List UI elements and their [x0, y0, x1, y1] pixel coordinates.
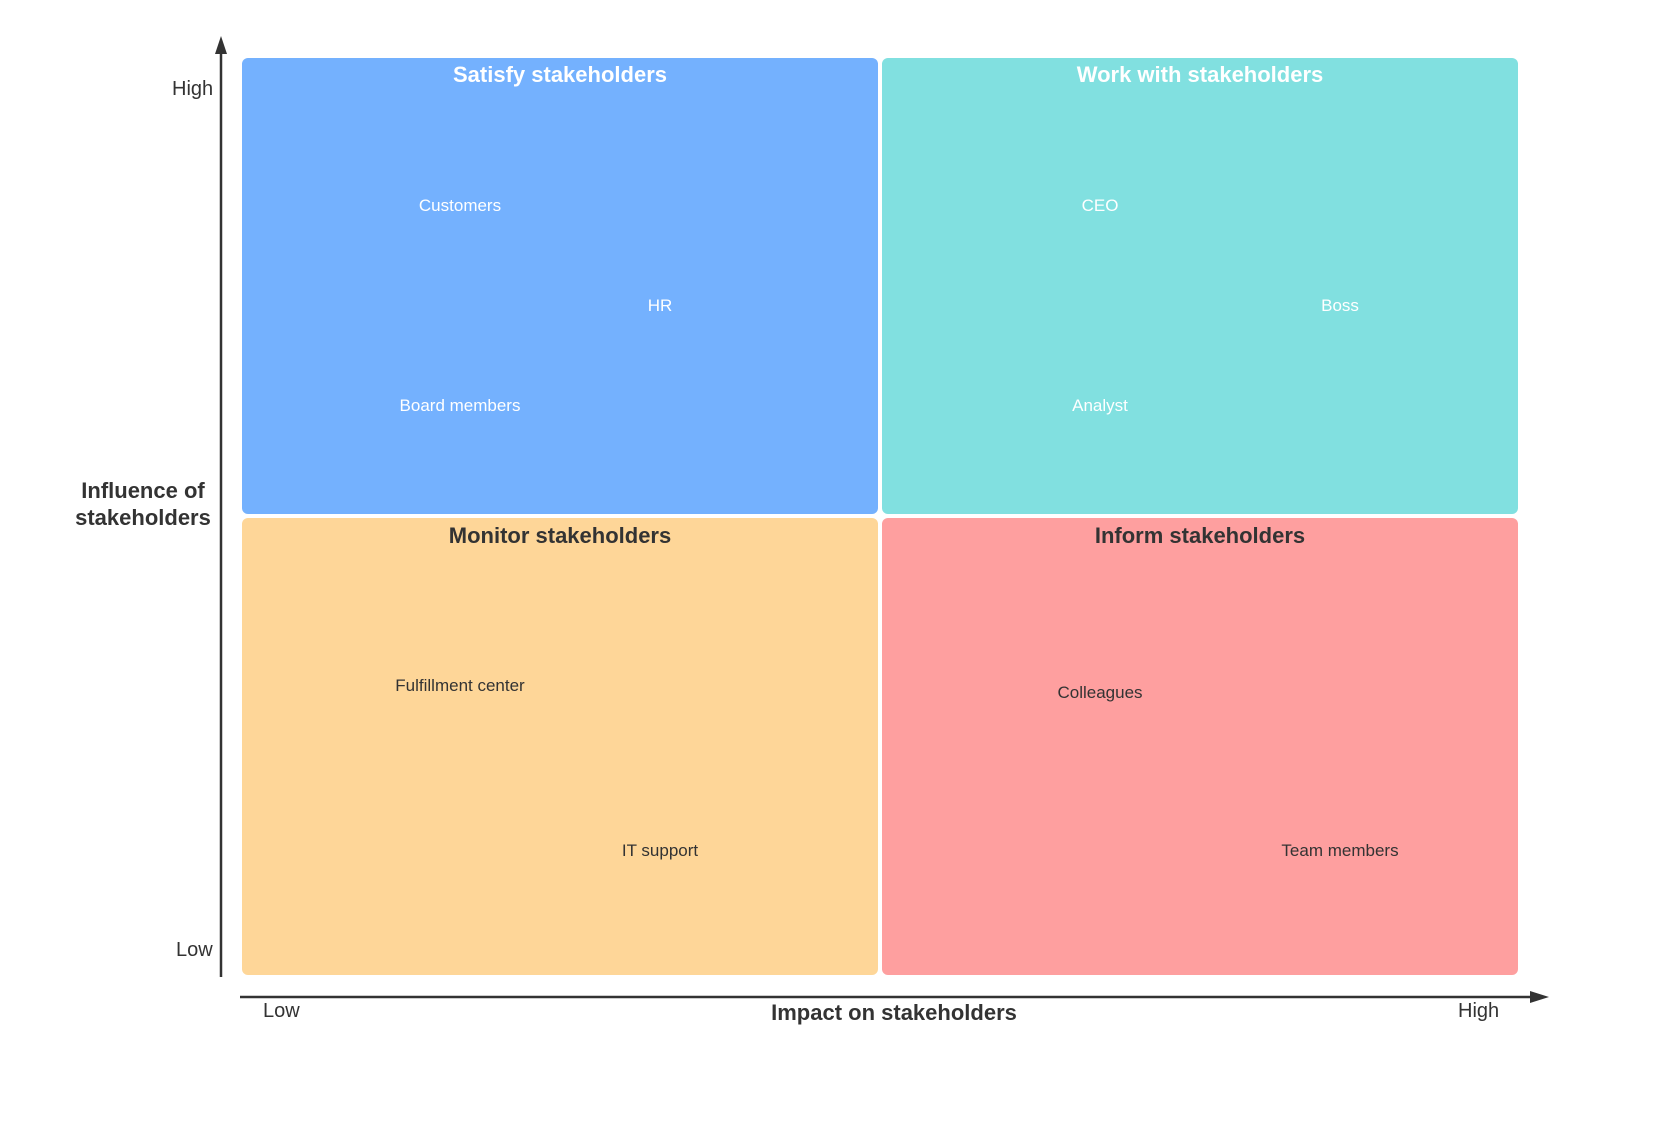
stakeholder-item: Team members: [1281, 841, 1399, 860]
quadrant-monitor: Monitor stakeholders Fulfillment center …: [242, 518, 878, 975]
y-axis-title-line1: Influence of: [81, 478, 205, 503]
quadrant-inform: Inform stakeholders Colleagues Team memb…: [882, 518, 1518, 975]
stakeholder-item: CEO: [1081, 196, 1119, 215]
stakeholder-item: Customers: [418, 196, 502, 215]
quadrant-title: Work with stakeholders: [1076, 62, 1324, 87]
y-axis-title-line2: stakeholders: [75, 505, 211, 530]
stakeholder-item: Analyst: [1072, 396, 1128, 415]
stakeholder-item: Boss: [1321, 296, 1359, 315]
x-axis-title: Impact on stakeholders: [771, 1000, 1017, 1025]
y-axis-low-label: Low: [176, 939, 213, 961]
stakeholder-item: Colleagues: [1057, 683, 1143, 702]
y-axis-high-label: High: [172, 78, 214, 100]
stakeholder-item: Fulfillment center: [395, 676, 525, 695]
quadrant-work-with: Work with stakeholders CEO Boss Analyst: [882, 58, 1518, 514]
x-axis-low-label: Low: [263, 1000, 300, 1022]
quadrant-title: Satisfy stakeholders: [453, 62, 667, 87]
quadrant-title: Monitor stakeholders: [448, 523, 672, 548]
quadrant-title: Inform stakeholders: [1094, 523, 1306, 548]
y-axis-arrow-icon: [215, 36, 227, 54]
quadrant-satisfy: Satisfy stakeholders Customers HR Board …: [242, 58, 878, 514]
stakeholder-item: IT support: [621, 841, 699, 860]
y-axis-title: Influence of stakeholders: [68, 477, 218, 531]
stakeholder-item: Board members: [399, 396, 521, 415]
x-axis-arrow-icon: [1530, 991, 1549, 1003]
x-axis-high-label: High: [1458, 1000, 1500, 1022]
stakeholder-item: HR: [647, 296, 673, 315]
